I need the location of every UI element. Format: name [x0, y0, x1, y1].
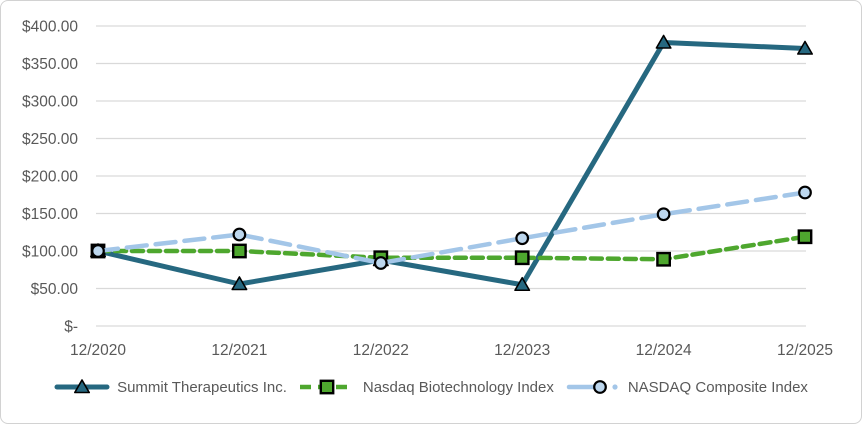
- legend-label-summit: Summit Therapeutics Inc.: [117, 378, 287, 396]
- legend-item-nasdaq-biotechnology: Nasdaq Biotechnology Index: [298, 377, 554, 397]
- biotech-line-swatch-icon: [299, 379, 354, 395]
- square-marker: [319, 379, 335, 395]
- circle-marker: [515, 231, 530, 246]
- x-axis-tick-label: 12/2021: [211, 342, 267, 359]
- triangle-marker: [797, 40, 813, 55]
- y-axis-tick-label: $-: [64, 319, 78, 336]
- y-axis-tick-label: $250.00: [22, 131, 78, 148]
- series-line-summit: [95, 40, 808, 288]
- legend-item-summit-therapeutics: Summit Therapeutics Inc.: [54, 377, 287, 397]
- x-axis-tick-label: 12/2022: [353, 342, 409, 359]
- y-axis-tick-label: $400.00: [22, 19, 78, 36]
- y-axis-tick-label: $300.00: [22, 94, 78, 111]
- x-axis-tick-label: 12/2025: [777, 342, 833, 359]
- square-marker: [231, 243, 247, 259]
- circle-marker: [592, 380, 607, 394]
- x-axis-tick-label: 12/2023: [494, 342, 550, 359]
- triangle-marker: [74, 379, 91, 394]
- square-marker: [514, 250, 530, 266]
- chart-legend: Summit Therapeutics Inc. Nasdaq Biotechn…: [1, 361, 861, 413]
- composite-line-swatch-icon: [566, 380, 618, 394]
- x-axis-tick-label: 12/2020: [70, 342, 126, 359]
- triangle-marker: [514, 276, 531, 292]
- circle-marker: [232, 227, 247, 242]
- legend-label-composite: NASDAQ Composite Index: [627, 378, 808, 396]
- square-marker: [797, 229, 813, 245]
- series-line-biotech: [95, 234, 808, 262]
- legend-swatch-dot: [612, 384, 618, 390]
- circle-marker: [656, 207, 671, 222]
- y-axis-tick-label: $200.00: [22, 169, 78, 186]
- legend-item-nasdaq-composite: NASDAQ Composite Index: [565, 377, 808, 397]
- x-axis-tick-label: 12/2024: [636, 342, 692, 359]
- y-axis-tick-label: $50.00: [31, 281, 79, 298]
- y-axis-tick-label: $150.00: [22, 206, 78, 223]
- summit-line-swatch-icon: [54, 379, 110, 394]
- circle-marker: [91, 244, 105, 258]
- y-axis-tick-label: $350.00: [22, 56, 78, 73]
- circle-marker: [798, 185, 812, 200]
- series-line-composite: [95, 190, 808, 266]
- triangle-marker: [231, 276, 248, 291]
- triangle-marker: [655, 34, 672, 49]
- square-marker: [656, 251, 672, 267]
- legend-label-biotech: Nasdaq Biotechnology Index: [362, 378, 554, 396]
- line-chart-plot-area: $400.00 $350.00 $300.00 $250.00 $200.00 $150.…: [22, 19, 833, 360]
- y-axis-tick-label: $100.00: [22, 244, 78, 261]
- circle-marker: [373, 256, 388, 270]
